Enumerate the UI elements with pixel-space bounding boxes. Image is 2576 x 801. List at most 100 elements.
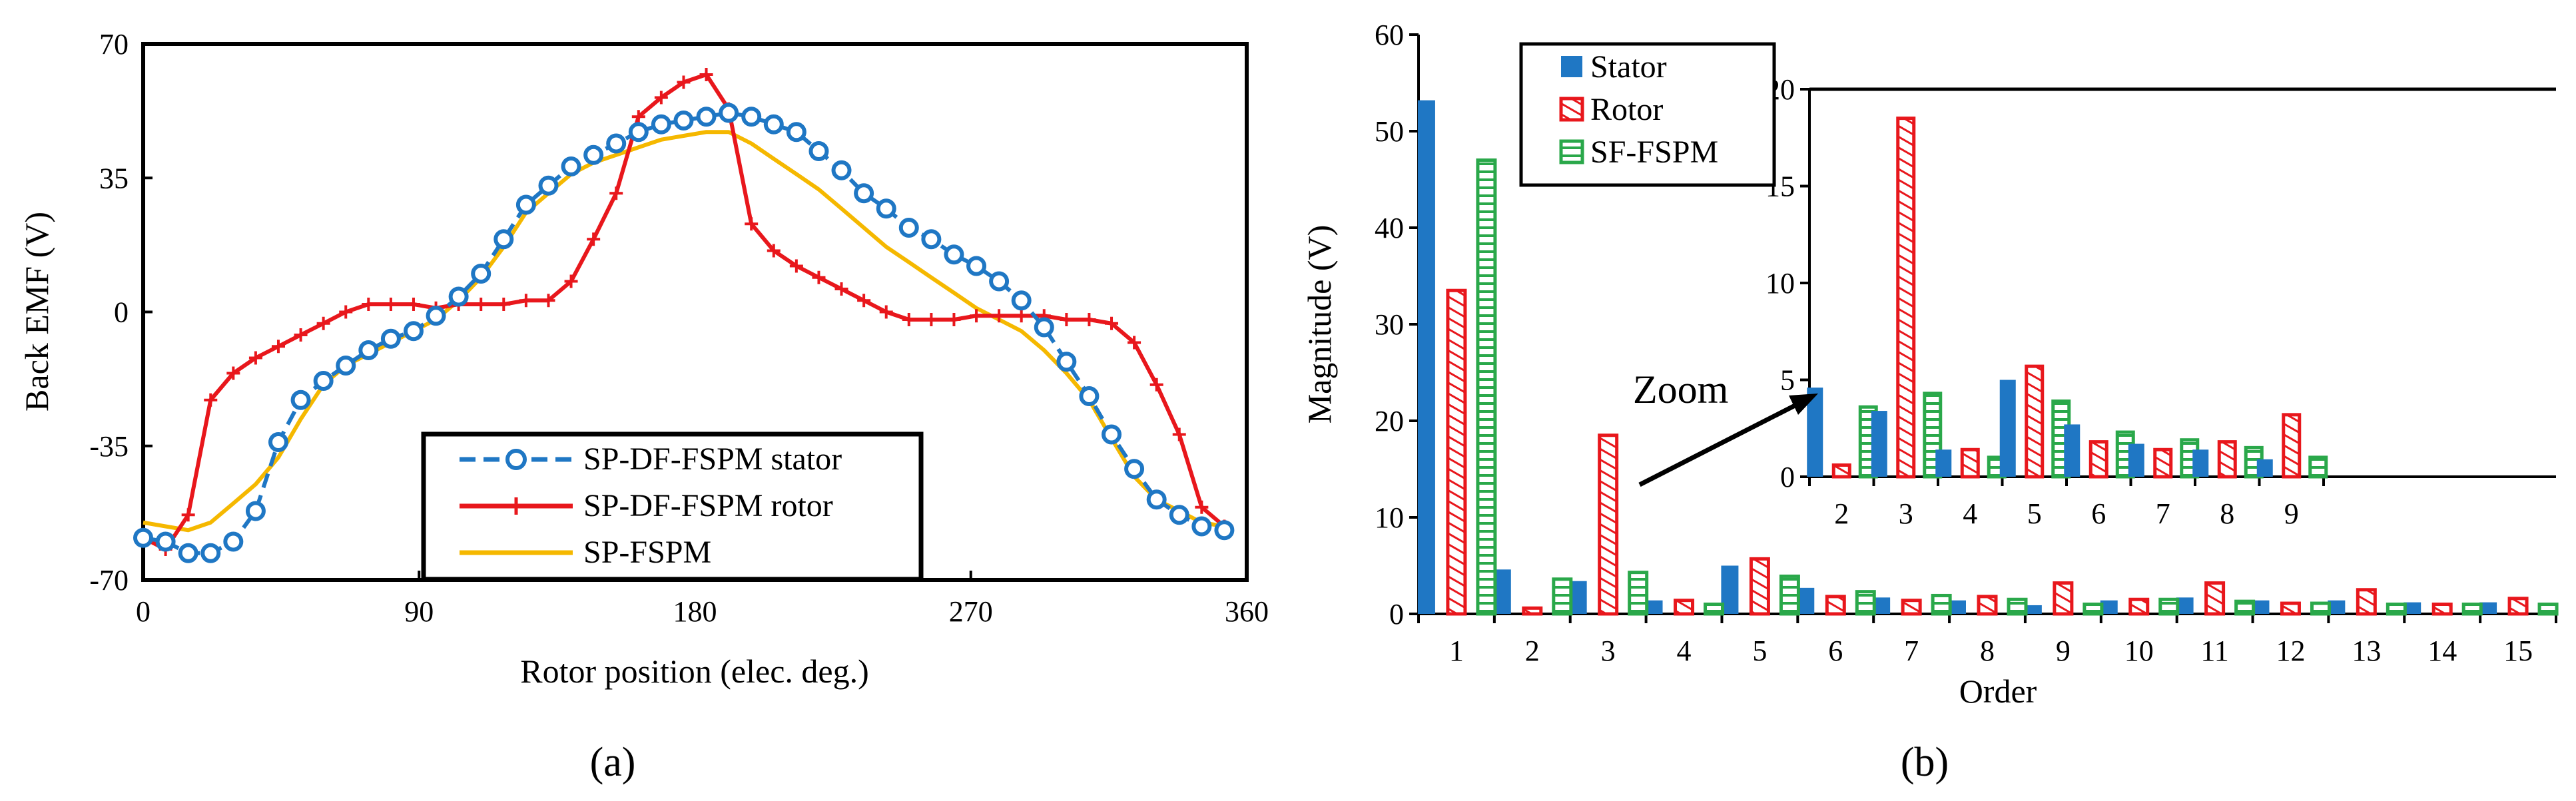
panel-a-x-tick-label: 90 xyxy=(404,595,434,628)
data-point-stator xyxy=(854,183,874,204)
data-point-stator xyxy=(538,175,559,196)
data-point-stator xyxy=(380,328,401,349)
bar-sf-fspm-order-7 xyxy=(1931,593,1952,616)
data-point-stator xyxy=(719,103,739,123)
inset-bar-stator-order-9 xyxy=(2256,459,2273,477)
panel-b-x-tick-label: 9 xyxy=(2056,635,2071,667)
panel-b-x-tick-label: 8 xyxy=(1980,635,1995,667)
bar-sf-fspm-order-6 xyxy=(1855,590,1876,616)
bar-sf-fspm-order-15 xyxy=(2537,603,2559,616)
legend-swatch-stator xyxy=(1561,56,1582,77)
inset-bar-stator-order-3 xyxy=(1871,411,1887,477)
data-point-rotor xyxy=(654,91,668,105)
panel-b-x-tick-label: 10 xyxy=(2124,635,2154,667)
bar-rotor-order-1 xyxy=(1446,288,1467,616)
zoom-annotation: Zoom xyxy=(1633,368,1818,487)
panel-b-x-tick-label: 13 xyxy=(2352,635,2381,667)
data-point-stator xyxy=(966,256,987,276)
inset-bar-rotor-order-3 xyxy=(1896,117,1916,479)
data-point-rotor xyxy=(1105,316,1119,330)
data-point-rotor xyxy=(339,305,353,319)
panel-b-x-axis-label: Order xyxy=(1959,672,2037,710)
panel-b-y-tick-label: 30 xyxy=(1375,308,1404,341)
data-point-rotor xyxy=(1195,500,1209,514)
inset-bar-rotor-order-9 xyxy=(2282,413,2302,479)
panel-b-x-tick-label: 12 xyxy=(2276,635,2305,667)
inset-bar-rotor-order-6 xyxy=(2089,440,2108,479)
inset-y-tick-label: 10 xyxy=(1766,267,1795,300)
legend-label-sp-fspm: SP-FSPM xyxy=(583,535,711,570)
data-point-rotor xyxy=(857,294,871,308)
bar-rotor-order-10 xyxy=(2128,597,2150,616)
panel-a-y-tick-label: -35 xyxy=(89,430,129,463)
data-point-rotor xyxy=(812,270,826,284)
legend-label-rotor: Rotor xyxy=(1590,92,1663,127)
data-point-stator xyxy=(1011,290,1032,311)
inset-bar-sf-fspm-order-3 xyxy=(1923,392,1943,479)
panel-b-x-tick-label: 3 xyxy=(1601,635,1616,667)
zoom-arrow-shaft xyxy=(1638,400,1803,487)
data-point-rotor xyxy=(1014,309,1028,323)
bar-sf-fspm-order-3 xyxy=(1628,571,1649,616)
legend-label-sp-df-fspm-stator: SP-DF-FSPM stator xyxy=(583,441,842,477)
bar-stator-order-1 xyxy=(1417,100,1435,615)
data-point-stator xyxy=(268,432,288,452)
panel-b-y-tick-label: 60 xyxy=(1375,19,1404,51)
panel-a-y-tick-label: 70 xyxy=(99,28,129,61)
data-point-stator xyxy=(876,198,896,219)
bar-sf-fspm-order-13 xyxy=(2386,603,2407,616)
data-point-rotor xyxy=(226,366,240,380)
inset-y-tick-label: 5 xyxy=(1780,364,1795,397)
inset-bar-rotor-order-5 xyxy=(2025,364,2045,479)
panel-a-y-tick-label: 0 xyxy=(114,296,129,329)
legend-swatch-rotor xyxy=(1559,97,1584,122)
data-point-stator xyxy=(673,111,694,131)
panel-b-x-tick-label: 7 xyxy=(1904,635,1919,667)
data-point-stator xyxy=(808,141,829,161)
panel-b-x-tick-label: 5 xyxy=(1752,635,1767,667)
legend-label-stator: Stator xyxy=(1590,49,1667,85)
data-point-rotor xyxy=(699,68,713,81)
bar-stator-order-4 xyxy=(1645,600,1663,614)
data-point-rotor xyxy=(1060,313,1074,326)
inset-bar-sf-fspm-order-9 xyxy=(2308,455,2328,479)
panel-b-y-tick-label: 40 xyxy=(1375,212,1404,244)
data-point-rotor xyxy=(248,351,262,365)
data-point-stator xyxy=(651,114,671,134)
bar-rotor-order-9 xyxy=(2053,581,2074,616)
bar-sf-fspm-order-2 xyxy=(1552,577,1573,616)
data-point-rotor xyxy=(789,259,803,273)
bar-stator-order-12 xyxy=(2252,600,2270,614)
data-point-rotor xyxy=(406,298,420,311)
data-point-stator xyxy=(763,114,784,134)
data-point-stator xyxy=(448,286,469,307)
data-point-rotor xyxy=(294,328,308,342)
panel-b-y-axis-label: Magnitude (V) xyxy=(1301,225,1338,424)
data-point-rotor xyxy=(1172,427,1186,441)
data-point-stator xyxy=(628,122,649,142)
bar-stator-order-10 xyxy=(2100,600,2118,614)
panel-b-x-tick-label: 4 xyxy=(1677,635,1692,667)
data-point-stator xyxy=(1191,516,1212,537)
data-point-stator xyxy=(1079,386,1100,406)
data-point-stator xyxy=(696,107,717,127)
inset-x-tick-label: 8 xyxy=(2220,497,2234,530)
data-point-rotor xyxy=(541,294,555,308)
panel-a-y-tick-label: -70 xyxy=(89,564,129,597)
inset-bar-stator-order-8 xyxy=(2192,449,2209,477)
data-point-rotor xyxy=(902,313,916,326)
data-point-stator xyxy=(336,356,356,376)
data-point-stator xyxy=(1102,424,1122,445)
data-point-rotor xyxy=(970,309,984,323)
inset-bar-rotor-order-4 xyxy=(1960,447,1980,479)
bar-sf-fspm-order-12 xyxy=(2310,601,2331,616)
data-point-stator xyxy=(493,229,514,250)
data-point-rotor xyxy=(992,309,1006,323)
inset-bar-stator-order-5 xyxy=(1999,380,2016,477)
inset-x-tick-label: 3 xyxy=(1899,497,1913,530)
inset-bar-stator-order-7 xyxy=(2128,443,2144,477)
data-point-stator xyxy=(561,156,581,176)
bar-rotor-order-4 xyxy=(1674,599,1695,616)
